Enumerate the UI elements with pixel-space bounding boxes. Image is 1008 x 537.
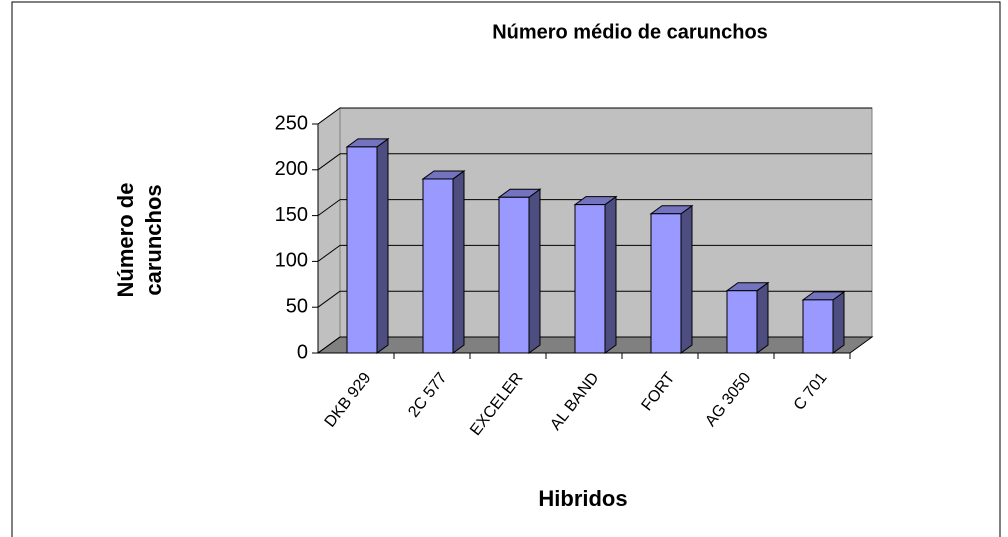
bar	[650, 213, 682, 354]
x-tick-label: AG 3050	[702, 370, 754, 430]
bar-side	[376, 137, 389, 354]
y-tick-label: 250	[275, 112, 308, 134]
y-tick-label: 200	[275, 158, 308, 180]
bar	[422, 178, 454, 354]
grid-line	[317, 290, 341, 308]
bar-side	[756, 281, 769, 354]
x-tick-label: C 701	[791, 370, 831, 414]
grid-line	[317, 336, 341, 354]
x-tick-label: DKB 929	[322, 370, 375, 431]
bar	[802, 299, 834, 354]
bar-side	[604, 195, 617, 354]
x-tick-label: 2C 577	[405, 370, 450, 421]
x-axis-label: Hibridos	[538, 486, 627, 511]
bar-side	[680, 204, 693, 354]
bar	[498, 196, 530, 354]
y-axis-label: Número de carunchos	[113, 182, 166, 298]
side-wall	[317, 107, 341, 354]
y-tick-label: 0	[297, 341, 308, 363]
y-tick-label: 150	[275, 204, 308, 226]
y-tick-label: 50	[286, 295, 308, 317]
bar	[726, 290, 758, 354]
bar-side	[452, 169, 465, 354]
bar-side	[832, 290, 845, 354]
bar-side	[528, 188, 541, 354]
x-tick-label: AL BAND	[547, 370, 602, 434]
grid-line	[317, 153, 341, 171]
x-tick-label: EXCELER	[467, 370, 526, 439]
frame	[11, 1, 1001, 537]
grid-line	[317, 107, 341, 125]
bar	[574, 204, 606, 354]
bar	[346, 146, 378, 354]
x-tick-label: FORT	[638, 369, 678, 414]
grid-line	[317, 244, 341, 262]
y-tick-label: 100	[275, 250, 308, 272]
chart-title: Número médio de carunchos	[492, 21, 768, 43]
grid-line	[317, 199, 341, 217]
